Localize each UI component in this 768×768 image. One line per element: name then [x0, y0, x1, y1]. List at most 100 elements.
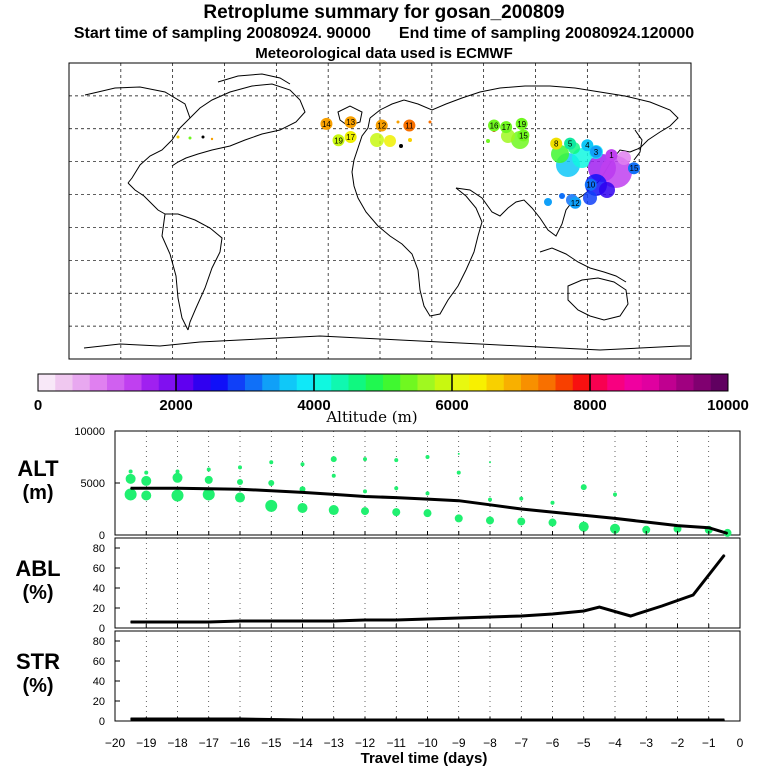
plume-marker — [550, 137, 563, 150]
series-point-abl — [208, 621, 210, 623]
x-tick-label: −2 — [671, 736, 685, 750]
series-point-abl — [661, 605, 663, 607]
plume-day-label: 19 — [517, 120, 526, 129]
altitude-bubble — [175, 469, 180, 474]
series-point-abl — [520, 615, 522, 617]
altitude-bubble — [124, 488, 137, 501]
altitude-bubble — [517, 517, 526, 526]
colorbar-cell — [38, 374, 56, 391]
series-point-abl — [630, 615, 632, 617]
colorbar-cell — [434, 374, 453, 391]
series-point-alt — [145, 487, 147, 489]
colorbar-cell — [452, 374, 470, 391]
x-axis-label: Travel time (days) — [361, 750, 488, 767]
plume-marker — [589, 145, 602, 158]
y-tick-label: 10000 — [74, 426, 105, 438]
plume-day-label: 13 — [346, 118, 355, 127]
panel-label: ABL — [15, 556, 60, 581]
altitude-bubble — [202, 488, 215, 501]
altitude-bubble — [550, 500, 555, 505]
plume-marker — [488, 119, 501, 132]
x-tick-label: −16 — [230, 736, 251, 750]
x-tick-label: −18 — [167, 736, 188, 750]
series-point-alt — [645, 521, 647, 523]
plume-marker — [332, 134, 345, 147]
colorbar-cell — [469, 374, 487, 391]
colorbar-cell — [331, 374, 349, 391]
colorbar-tick-label: 2000 — [159, 397, 192, 414]
plume-marker — [517, 129, 530, 142]
colorbar-tick-label: 4000 — [297, 397, 330, 414]
colorbar-cell — [503, 374, 522, 391]
altitude-bubble — [172, 472, 183, 483]
x-tick-label: −5 — [577, 736, 591, 750]
plume-day-label: 17 — [502, 123, 511, 132]
end-time-label: End time of sampling 20080924.120000 — [398, 25, 695, 42]
altitude-bubble — [297, 502, 308, 513]
colorbar-cell — [227, 374, 246, 391]
y-tick-label: 80 — [93, 543, 105, 555]
plume-marker — [403, 119, 416, 132]
colorbar-cell — [710, 374, 729, 391]
colorbar-cell — [193, 374, 211, 391]
series-point-abl — [302, 620, 303, 622]
plume-marker — [500, 121, 513, 134]
colorbar-cell — [693, 374, 712, 391]
series-point-alt — [270, 490, 272, 492]
panel-abl: 80 60 40 20 0 ABL(%) — [15, 537, 741, 635]
colorbar-cell — [262, 374, 280, 391]
series-point-alt — [208, 488, 210, 490]
altitude-bubble — [144, 470, 149, 475]
plume-marker — [581, 139, 594, 152]
altitude-bubble — [141, 475, 152, 486]
plume-day-label: 1 — [609, 151, 614, 160]
altitude-bubble — [519, 496, 524, 501]
series-point-alt — [520, 508, 522, 510]
altitude-bubble — [265, 499, 278, 512]
altitude-bubble — [457, 452, 460, 455]
plume-day-label: 10 — [586, 181, 595, 190]
series-point-alt — [302, 491, 303, 493]
y-tick-label: 0 — [99, 623, 105, 635]
colorbar-cell — [124, 374, 142, 391]
plume-day-label: 17 — [346, 133, 355, 142]
x-tick-label: −17 — [199, 736, 220, 750]
altitude-bubble — [204, 475, 213, 484]
series-point-alt — [427, 498, 428, 500]
plume-day-label: 12 — [571, 199, 580, 208]
colorbar-cell — [296, 374, 315, 391]
colorbar-cell — [624, 374, 643, 391]
panel-label: ALT — [17, 456, 59, 481]
colorbar-cell — [141, 374, 160, 391]
colorbar-cell — [314, 374, 332, 391]
x-tick-label: −9 — [452, 736, 466, 750]
y-tick-label: 0 — [99, 530, 105, 542]
colorbar-cell — [72, 374, 91, 391]
altitude-bubble — [548, 518, 557, 527]
altitude-bubble — [171, 489, 184, 502]
altitude-bubble — [580, 484, 587, 491]
colorbar-cell — [590, 374, 608, 391]
plume-marker — [627, 162, 640, 175]
y-tick-label: 60 — [93, 563, 105, 575]
colorbar-cell — [245, 374, 263, 391]
altitude-bubble — [613, 492, 617, 497]
plume-day-label: 3 — [594, 148, 599, 157]
series-point-abl — [692, 594, 694, 596]
panel-unit: (%) — [22, 582, 53, 604]
colorbar-cell — [538, 374, 556, 391]
altitude-bubble — [361, 507, 369, 516]
x-tick-label: −3 — [639, 736, 653, 750]
series-point-abl — [270, 620, 272, 622]
plume-marker — [564, 137, 577, 150]
panel-alt: 10000 5000 0 ALT(m) — [17, 426, 741, 542]
colorbar-cell — [659, 374, 677, 391]
x-tick-label: −19 — [136, 736, 157, 750]
series-point-alt — [708, 527, 710, 529]
series-point-abl — [489, 616, 491, 618]
plume-marker — [320, 117, 333, 130]
altitude-bubble — [363, 457, 367, 462]
